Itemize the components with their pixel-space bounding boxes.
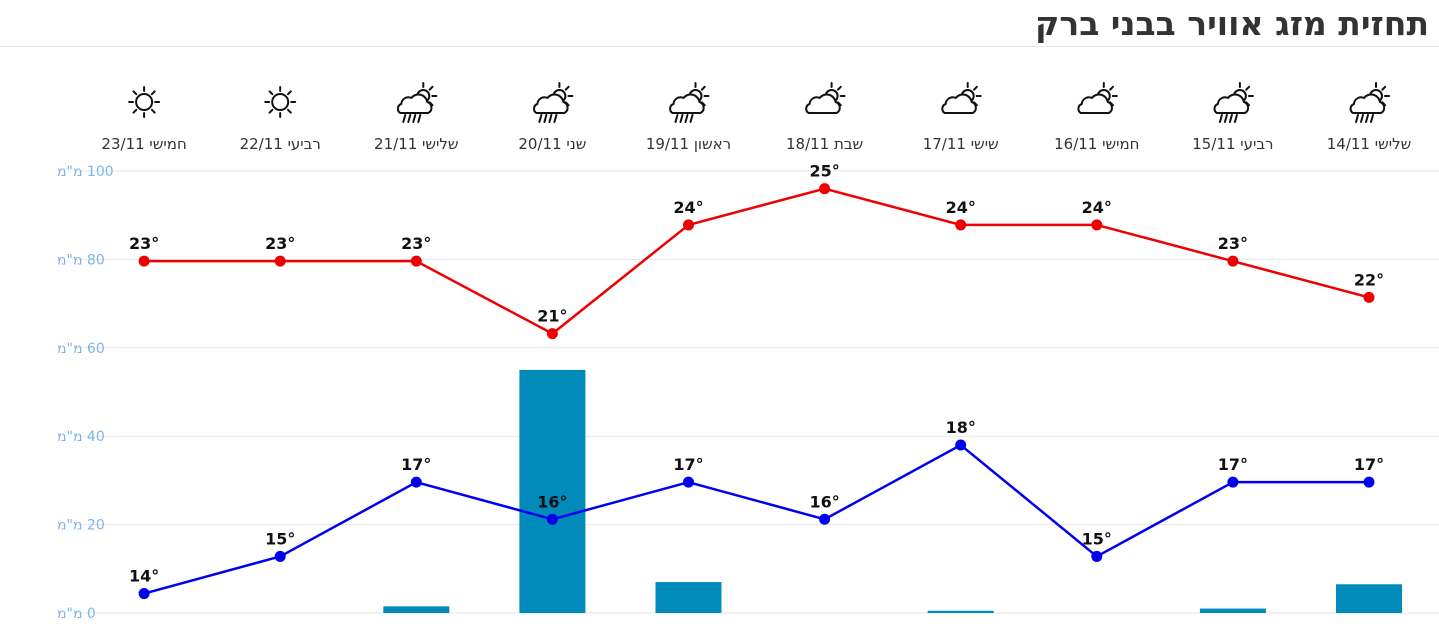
x-tick-label: ראשון 19/11 <box>646 135 731 153</box>
precipitation-bar <box>1336 584 1402 613</box>
min-temperature-point <box>955 439 967 451</box>
precipitation-bar <box>519 369 586 613</box>
precipitation-bar <box>383 606 450 613</box>
max-temperature-data-label: 24° <box>946 198 976 217</box>
max-temperature-data-label: 23° <box>129 234 159 253</box>
y-tick-label: 80 מ"מ <box>57 252 105 268</box>
min-temperature: 17° 17° 15° 18° 16° 17° 16° 17° 15° 14° <box>129 418 1384 600</box>
min-temperature-point <box>410 476 422 488</box>
min-temperature-data-label: 15° <box>265 529 295 548</box>
y-axis: 0 מ"מ 20 מ"מ 40 מ"מ 60 מ"מ 80 מ"מ 100 מ"מ <box>57 164 1439 622</box>
max-temperature-point <box>1227 255 1239 267</box>
min-temperature-data-label: 17° <box>1354 455 1384 474</box>
min-temperature-data-label: 18° <box>946 418 976 437</box>
cloud-sun-rain-icon <box>1349 82 1390 123</box>
max-temperature-point <box>1363 291 1375 303</box>
min-temperature-point <box>274 550 286 562</box>
y-tick-label: 100 מ"מ <box>57 164 114 180</box>
max-temperature-data-label: 23° <box>1218 234 1248 253</box>
min-temperature-point <box>138 588 150 600</box>
cloud-sun-rain-icon <box>1213 82 1254 123</box>
min-temperature-data-label: 16° <box>809 492 839 511</box>
title-divider <box>0 46 1439 47</box>
page-title: תחזית מזג אוויר בבני ברק <box>1035 4 1429 43</box>
precipitation-bar <box>927 610 994 613</box>
max-temperature-point <box>683 219 694 231</box>
max-temperature-data-label: 21° <box>537 307 567 326</box>
max-temperature-data-label: 24° <box>1082 198 1112 217</box>
x-axis: שלישי 14/11 רביעי 15/11 חמישי 16/11 שישי 17… <box>101 135 1411 153</box>
y-tick-label: 60 מ"מ <box>57 341 105 357</box>
x-tick-label: רביעי 22/11 <box>240 135 321 153</box>
max-temperature-point <box>1091 219 1103 231</box>
max-temperature-point <box>274 255 286 267</box>
min-temperature-data-label: 15° <box>1082 529 1112 548</box>
min-temperature-data-label: 14° <box>129 567 159 586</box>
cloud-sun-rain-icon <box>669 82 710 123</box>
min-temperature-data-label: 17° <box>401 455 431 474</box>
max-temperature-point <box>955 219 967 231</box>
x-tick-label: שלישי 21/11 <box>374 135 459 153</box>
cloud-sun-rain-icon <box>533 82 574 123</box>
min-temperature-data-label: 17° <box>1218 455 1248 474</box>
min-temperature-point <box>1091 550 1103 562</box>
y-tick-label: 20 מ"מ <box>57 518 105 534</box>
sun-icon <box>264 86 297 118</box>
min-temperature-point <box>1227 476 1239 488</box>
x-tick-label: רביעי 15/11 <box>1192 135 1273 153</box>
min-temperature-point <box>546 513 558 525</box>
y-tick-label: 0 מ"מ <box>57 606 96 622</box>
min-temperature-point <box>1363 476 1375 488</box>
x-tick-label: חמישי 16/11 <box>1054 135 1139 153</box>
max-temperature-data-label: 23° <box>265 234 295 253</box>
sun-icon <box>128 86 161 118</box>
x-tick-label: שבת 18/11 <box>786 135 863 153</box>
cloud-sun-icon <box>941 82 982 114</box>
max-temperature-point <box>138 255 150 267</box>
precipitation-bars <box>383 369 1402 613</box>
min-temperature-point <box>683 476 694 488</box>
max-temperature-data-label: 22° <box>1354 270 1384 289</box>
cloud-sun-icon <box>1077 82 1118 114</box>
x-tick-label: שני 20/11 <box>518 135 586 153</box>
min-temperature-line <box>143 443 1369 595</box>
precipitation-bar <box>655 582 722 613</box>
x-tick-label: חמישי 23/11 <box>101 135 186 153</box>
precipitation-bar <box>1199 608 1266 613</box>
y-tick-label: 40 מ"מ <box>57 429 105 445</box>
cloud-sun-rain-icon <box>396 82 438 123</box>
min-temperature-data-label: 16° <box>537 492 567 511</box>
max-temperature-point <box>546 328 558 340</box>
max-temperature-line <box>144 187 1370 335</box>
max-temperature-point <box>410 255 422 267</box>
x-tick-label: שלישי 14/11 <box>1327 135 1412 153</box>
x-tick-label: שישי 17/11 <box>923 135 999 153</box>
max-temperature-data-label: 24° <box>673 198 703 217</box>
max-temperature: 22° 23° 24° 24° 25° 24° 21° 23° 23° 23° <box>129 162 1384 340</box>
max-temperature-data-label: 25° <box>809 162 839 181</box>
min-temperature-data-label: 17° <box>673 455 703 474</box>
min-temperature-point <box>819 513 831 525</box>
max-temperature-data-label: 23° <box>401 234 431 253</box>
max-temperature-point <box>819 183 831 195</box>
cloud-sun-icon <box>805 82 846 114</box>
